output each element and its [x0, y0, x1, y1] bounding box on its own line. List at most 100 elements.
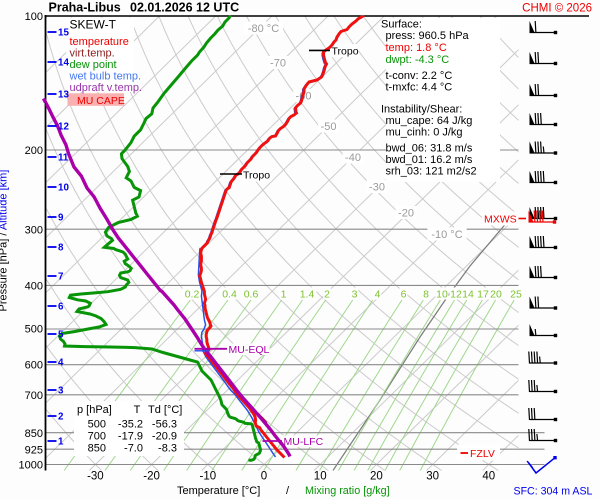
svg-text:p [hPa]: p [hPa]	[77, 404, 112, 416]
svg-text:3: 3	[352, 289, 358, 301]
svg-text:8: 8	[423, 289, 429, 301]
svg-text:/: /	[286, 485, 290, 497]
svg-text:-35.2: -35.2	[118, 419, 143, 431]
svg-text:2: 2	[324, 289, 330, 301]
svg-text:-40: -40	[345, 152, 361, 164]
svg-text:700: 700	[88, 431, 106, 443]
svg-text:-50: -50	[321, 121, 337, 133]
svg-text:13: 13	[58, 90, 69, 101]
svg-text:1: 1	[58, 437, 64, 448]
svg-text:2: 2	[58, 412, 64, 423]
svg-text:850: 850	[25, 428, 43, 440]
svg-text:-10: -10	[199, 471, 216, 483]
svg-text:850: 850	[88, 443, 106, 455]
svg-text:6: 6	[401, 289, 407, 301]
svg-text:0.2: 0.2	[185, 289, 200, 301]
svg-text:8: 8	[58, 243, 64, 254]
svg-text:5: 5	[58, 330, 64, 341]
svg-text:1.4: 1.4	[300, 289, 315, 301]
svg-text:30: 30	[426, 471, 439, 483]
svg-text:-10 °C: -10 °C	[431, 229, 462, 241]
svg-text:dew point: dew point	[70, 59, 117, 71]
svg-text:wet bulb temp.: wet bulb temp.	[69, 71, 142, 83]
svg-text:20: 20	[490, 289, 502, 301]
svg-text:t-conv: 2.2 °C: t-conv: 2.2 °C	[386, 70, 453, 82]
svg-text:-17.9: -17.9	[118, 431, 143, 443]
svg-text:10: 10	[314, 471, 327, 483]
svg-text:7: 7	[58, 272, 64, 283]
svg-text:SKEW-T: SKEW-T	[70, 18, 117, 32]
svg-text:Instability/Shear:: Instability/Shear:	[381, 104, 462, 116]
svg-text:SFC: 304 m ASL: SFC: 304 m ASL	[514, 486, 593, 498]
svg-text:-20.9: -20.9	[152, 431, 177, 443]
svg-text:MU-EQL: MU-EQL	[229, 344, 270, 356]
svg-text:-80 °C: -80 °C	[248, 23, 279, 35]
svg-text:udpraft v.temp.: udpraft v.temp.	[70, 82, 143, 94]
svg-text:9: 9	[58, 213, 64, 224]
svg-text:mu_cape: 64 J/kg: mu_cape: 64 J/kg	[386, 115, 473, 127]
svg-text:MU-LFC: MU-LFC	[284, 436, 324, 448]
svg-text:1000: 1000	[19, 460, 43, 472]
svg-text:02.01.2026 12 UTC: 02.01.2026 12 UTC	[130, 1, 239, 15]
svg-text:925: 925	[25, 445, 43, 457]
svg-text:Pressure [hPa] / Altitude [k: Pressure [hPa] / Altitude [km]	[0, 170, 10, 312]
svg-text:25: 25	[510, 289, 522, 301]
svg-text:-56.3: -56.3	[152, 419, 177, 431]
svg-text:press: 960.5 hPa: press: 960.5 hPa	[386, 30, 470, 42]
svg-text:CHMI © 2026: CHMI © 2026	[522, 3, 592, 15]
svg-text:12: 12	[58, 122, 69, 133]
svg-text:6: 6	[58, 302, 64, 313]
svg-text:temperature: temperature	[70, 36, 129, 48]
svg-text:20: 20	[370, 471, 383, 483]
svg-text:500: 500	[88, 419, 106, 431]
svg-text:15: 15	[58, 28, 69, 39]
svg-text:0.6: 0.6	[244, 289, 259, 301]
svg-text:400: 400	[25, 281, 43, 293]
svg-text:MXWS: MXWS	[484, 214, 517, 226]
svg-text:Tropo: Tropo	[332, 46, 359, 58]
svg-text:12: 12	[450, 289, 462, 301]
svg-text:MU CAPE: MU CAPE	[77, 95, 125, 107]
svg-text:-8.3: -8.3	[158, 443, 177, 455]
svg-text:300: 300	[25, 225, 43, 237]
svg-text:bwd_06: 31.8 m/s: bwd_06: 31.8 m/s	[386, 143, 473, 155]
svg-text:-70: -70	[270, 58, 286, 70]
svg-text:10: 10	[58, 183, 69, 194]
svg-text:Surface:: Surface:	[381, 19, 422, 31]
svg-text:virt.temp.: virt.temp.	[70, 48, 115, 60]
svg-text:-7.0: -7.0	[124, 443, 143, 455]
svg-text:1: 1	[281, 289, 287, 301]
svg-text:-30: -30	[87, 471, 104, 483]
svg-text:4: 4	[375, 289, 381, 301]
svg-text:mu_cinh: 0 J/kg: mu_cinh: 0 J/kg	[386, 127, 463, 139]
svg-text:40: 40	[482, 471, 495, 483]
svg-text:200: 200	[25, 145, 43, 157]
svg-text:17: 17	[477, 289, 489, 301]
svg-text:0.4: 0.4	[222, 289, 237, 301]
svg-text:100: 100	[25, 11, 43, 23]
svg-text:FZLV: FZLV	[470, 448, 495, 460]
svg-text:10: 10	[436, 289, 448, 301]
svg-text:14: 14	[58, 58, 69, 69]
svg-text:-30: -30	[369, 182, 385, 194]
svg-text:500: 500	[25, 324, 43, 336]
svg-text:Praha-Libus: Praha-Libus	[49, 1, 121, 15]
svg-text:700: 700	[25, 390, 43, 402]
svg-text:Tropo: Tropo	[243, 170, 270, 182]
svg-text:temp: 1.8 °C: temp: 1.8 °C	[386, 42, 447, 54]
svg-text:bwd_01: 16.2 m/s: bwd_01: 16.2 m/s	[386, 154, 473, 166]
svg-text:T: T	[134, 404, 141, 416]
svg-text:600: 600	[25, 360, 43, 372]
svg-text:3: 3	[58, 386, 64, 397]
svg-text:Temperature [°C]: Temperature [°C]	[177, 485, 260, 497]
svg-text:srh_03: 121 m2/s2: srh_03: 121 m2/s2	[386, 166, 477, 178]
svg-text:t-mxfc: 4.4 °C: t-mxfc: 4.4 °C	[386, 82, 453, 94]
svg-text:14: 14	[462, 289, 474, 301]
svg-text:Td [°C]: Td [°C]	[148, 404, 182, 416]
svg-text:-20: -20	[143, 471, 160, 483]
svg-text:11: 11	[58, 153, 69, 164]
svg-text:-20: -20	[398, 208, 414, 220]
svg-text:0: 0	[261, 471, 267, 483]
svg-text:Mixing ratio [g/kg]: Mixing ratio [g/kg]	[305, 485, 390, 497]
svg-text:4: 4	[58, 358, 64, 369]
